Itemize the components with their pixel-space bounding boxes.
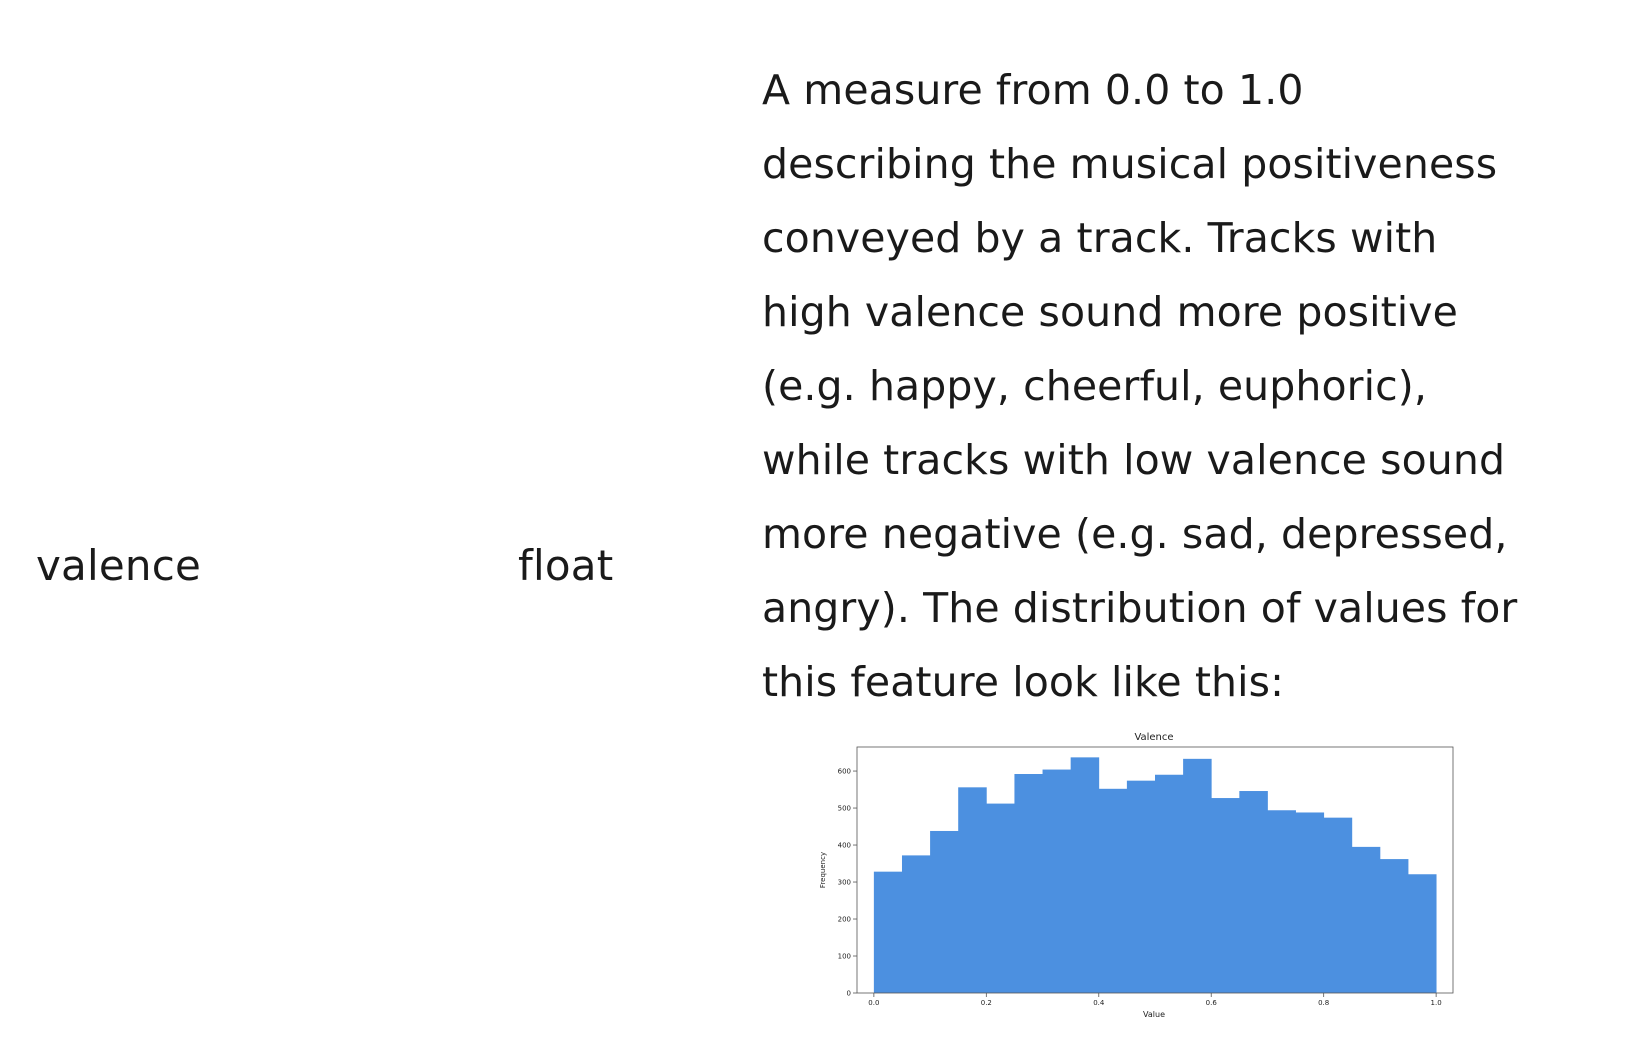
histogram-bar <box>1098 788 1128 993</box>
description-line: describing the musical positiveness <box>762 140 1498 188</box>
histogram-bar <box>1211 798 1240 993</box>
histogram-svg: Valence 0 100 200 300 400 500 600 0.0 0.2 0.4 0.6… <box>819 732 1454 1019</box>
y-tick-label: 200 <box>838 916 851 924</box>
x-tick-label: 0.6 <box>1206 999 1218 1007</box>
histogram-bar <box>930 830 959 993</box>
description-line: more negative (e.g. sad, depressed, <box>762 510 1508 558</box>
description-line: (e.g. happy, cheerful, euphoric), <box>762 362 1427 410</box>
description-line: A measure from 0.0 to 1.0 <box>762 66 1304 114</box>
histogram-bar <box>873 871 903 993</box>
y-tick-label: 0 <box>847 990 851 998</box>
plot-frame <box>856 746 1454 994</box>
histogram-bar <box>1267 810 1296 993</box>
x-tick-label: 0.0 <box>868 999 879 1007</box>
histogram-bar <box>1379 859 1409 993</box>
histogram-bar <box>958 787 987 993</box>
chart-title: Valence <box>1134 732 1173 743</box>
histogram-bar <box>1295 812 1325 993</box>
x-tick-label: 1.0 <box>1431 999 1442 1007</box>
x-tick-label: 0.2 <box>981 999 992 1007</box>
x-tick-label: 0.8 <box>1318 999 1329 1007</box>
histogram-bar <box>1126 780 1156 993</box>
histogram-bar <box>1351 846 1381 993</box>
histogram-bars <box>873 757 1437 993</box>
y-tick-label: 500 <box>838 805 851 813</box>
description-line: this feature look like this: <box>762 658 1284 706</box>
x-axis: 0.0 0.2 0.4 0.6 0.8 1.0 <box>868 993 1442 1007</box>
x-axis-label: Value <box>1143 1010 1165 1019</box>
histogram-bar <box>1070 757 1100 993</box>
histogram-bar <box>1239 791 1268 993</box>
description-line: angry). The distribution of values for <box>762 584 1518 632</box>
y-axis-label: Frequency <box>819 852 827 888</box>
y-tick-label: 300 <box>838 879 851 887</box>
description-line: conveyed by a track. Tracks with <box>762 214 1438 262</box>
feature-description: A measure from 0.0 to 1.0 describing the… <box>762 53 1582 719</box>
feature-type: float <box>518 541 614 590</box>
description-line: while tracks with low valence sound <box>762 436 1506 484</box>
histogram-bar <box>1014 774 1043 993</box>
y-axis: 0 100 200 300 400 500 600 <box>838 768 857 998</box>
histogram-bar <box>1408 874 1437 993</box>
y-tick-label: 600 <box>838 768 851 776</box>
y-tick-label: 100 <box>838 953 851 961</box>
histogram-bar <box>1323 817 1353 993</box>
histogram-bar <box>1183 758 1212 993</box>
histogram-bar <box>1042 769 1072 993</box>
feature-name: valence <box>36 541 202 590</box>
description-line: high valence sound more positive <box>762 288 1458 336</box>
x-tick-label: 0.4 <box>1093 999 1105 1007</box>
histogram-bar <box>986 803 1015 993</box>
y-tick-label: 400 <box>838 842 851 850</box>
histogram-bar <box>901 855 931 993</box>
histogram-bar <box>1155 774 1184 993</box>
valence-histogram: Valence 0 100 200 300 400 500 600 0.0 0.2 0.4 0.6… <box>814 726 1464 1026</box>
